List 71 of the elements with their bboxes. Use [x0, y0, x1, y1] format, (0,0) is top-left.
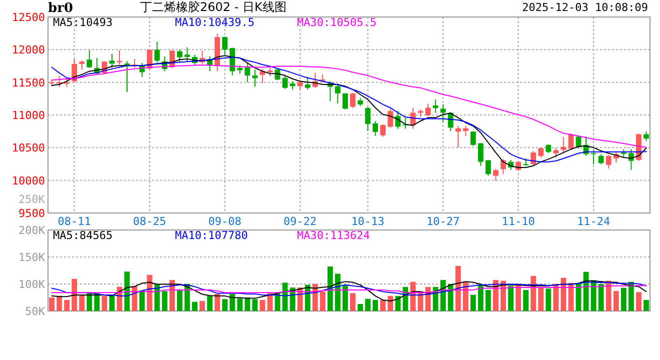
candlestick — [297, 80, 303, 90]
x-tick-label: 08-11 — [58, 215, 91, 228]
candlestick — [478, 142, 484, 166]
candlestick — [350, 92, 356, 109]
candlestick — [560, 136, 566, 154]
y-tick-label: 12500 — [12, 11, 45, 24]
candlestick — [365, 106, 371, 132]
x-tick-label: 09-08 — [208, 215, 242, 228]
candlestick — [538, 147, 544, 158]
candlestick — [486, 160, 491, 176]
candlestick — [335, 83, 340, 104]
candlestick — [553, 148, 559, 158]
candlestick — [493, 168, 498, 182]
candlestick — [530, 150, 536, 166]
y-tick-label: 150K — [18, 251, 46, 264]
y-tick-label: 11500 — [12, 76, 45, 90]
candlestick — [644, 131, 649, 142]
x-tick-label: 08-25 — [133, 215, 166, 228]
x-tick-label: 11-10 — [502, 215, 535, 228]
x-tick-label: 10-13 — [351, 215, 384, 228]
y-tick-label: 50K — [25, 305, 46, 318]
text: br0 — [48, 1, 73, 16]
y-tick-label: 12000 — [12, 44, 45, 57]
y-tick-label: 11000 — [12, 109, 45, 122]
text: MA30:10505.5 — [297, 16, 376, 29]
candlestick — [184, 46, 190, 63]
line-series — [51, 280, 647, 302]
x-tick-label: 11-24 — [577, 215, 610, 228]
candlestick — [282, 75, 288, 90]
candlestick — [304, 76, 310, 90]
y-tick-label: 10500 — [12, 142, 45, 155]
line-series — [51, 282, 647, 296]
text: 2025-12-03 10:08:09 — [522, 1, 648, 14]
candlestick — [372, 120, 378, 136]
candlestick — [628, 148, 634, 170]
candlestick — [470, 130, 476, 146]
candlestick — [116, 50, 122, 66]
text: 250K — [18, 193, 46, 206]
text: MA5:10493 — [53, 16, 113, 29]
candlestick — [425, 103, 431, 117]
text: MA30:113624 — [297, 229, 370, 242]
y-tick-label: 10000 — [12, 174, 45, 188]
candlestick — [500, 158, 506, 175]
candlestick — [440, 104, 446, 122]
text: MA10:107780 — [175, 229, 248, 242]
candlestick — [79, 60, 85, 70]
candlestick — [388, 108, 394, 128]
candlestick — [86, 50, 92, 68]
candlestick — [606, 154, 612, 170]
candlestick — [395, 110, 401, 130]
candlestick — [342, 92, 348, 110]
text: MA10:10439.5 — [175, 16, 254, 29]
candlestick — [244, 62, 250, 83]
chart-title: 丁二烯橡胶2602 - 日K线图 — [140, 0, 286, 14]
y-tick-label: 200K — [18, 224, 46, 237]
candlestick — [598, 154, 604, 165]
candlestick — [380, 124, 386, 138]
candlestick — [176, 49, 182, 63]
y-tick-label: 9500 — [18, 207, 45, 220]
candlestick — [462, 125, 468, 136]
x-tick-label: 09-22 — [284, 215, 317, 228]
candlestick — [252, 69, 258, 88]
candlestick — [154, 41, 160, 63]
candlestick — [109, 53, 115, 68]
candlestick — [222, 36, 228, 56]
x-tick-label: 10-27 — [426, 215, 460, 228]
candlestick — [455, 125, 461, 148]
candlestick — [590, 149, 596, 165]
y-tick-label: 100K — [18, 278, 46, 291]
line-series — [51, 285, 647, 294]
text: MA5:84565 — [53, 229, 113, 242]
